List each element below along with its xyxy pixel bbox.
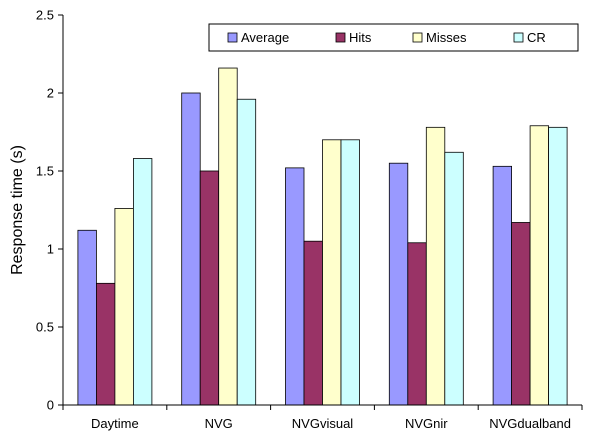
bar-misses-nvgnir xyxy=(425,126,446,406)
legend-swatch-misses xyxy=(412,32,423,43)
x-tick-label: NVGnir xyxy=(405,416,448,431)
legend-label-hits: Hits xyxy=(349,30,372,45)
legend-swatch-hits xyxy=(335,32,346,43)
bar-misses-nvgvisual xyxy=(322,139,342,406)
bar-hits-nvgdualband xyxy=(511,222,531,406)
bar-average-nvgnir xyxy=(388,162,409,406)
plot-area xyxy=(77,67,568,406)
bar-cr-nvg xyxy=(236,98,257,406)
x-tick-label: Daytime xyxy=(91,416,139,431)
bar-average-nvgvisual xyxy=(285,167,305,406)
bar-cr-daytime xyxy=(132,158,153,406)
bar-hits-nvg xyxy=(199,170,220,406)
y-tick-label: 2 xyxy=(47,86,54,101)
bar-misses-nvgdualband xyxy=(529,125,549,406)
y-tick-label: 1 xyxy=(47,242,54,257)
bar-cr-nvgvisual xyxy=(340,139,360,406)
bar-misses-daytime xyxy=(114,208,134,406)
legend: Average Hits Misses CR xyxy=(208,23,579,52)
bar-cr-nvgnir xyxy=(444,151,464,406)
legend-swatch-cr xyxy=(513,32,524,43)
y-tick-label: 0 xyxy=(47,398,54,413)
bar-average-nvgdualband xyxy=(492,165,513,406)
bar-hits-daytime xyxy=(96,282,116,406)
legend-label-average: Average xyxy=(241,30,289,45)
bar-hits-nvgnir xyxy=(407,242,427,406)
bar-misses-nvg xyxy=(218,67,238,406)
bar-hits-nvgvisual xyxy=(303,240,323,406)
y-axis-title: Response time (s) xyxy=(9,145,26,275)
bar-cr-nvgdualband xyxy=(548,126,568,406)
axes: 0 0.5 1 1.5 2 2.5 Daytime NVG NVGvisual NVGnir NVG… xyxy=(36,8,583,431)
y-tick-label: 1.5 xyxy=(36,164,54,179)
x-tick-label: NVGdualband xyxy=(489,416,571,431)
x-tick-label: NVGvisual xyxy=(292,416,354,431)
legend-label-cr: CR xyxy=(527,30,546,45)
bar-average-nvg xyxy=(181,92,201,406)
y-tick-label: 0.5 xyxy=(36,320,54,335)
legend-swatch-average xyxy=(227,32,238,43)
y-tick-label: 2.5 xyxy=(36,8,54,23)
bar-average-daytime xyxy=(77,229,97,406)
x-tick-label: NVG xyxy=(205,416,233,431)
legend-label-misses: Misses xyxy=(426,30,467,45)
